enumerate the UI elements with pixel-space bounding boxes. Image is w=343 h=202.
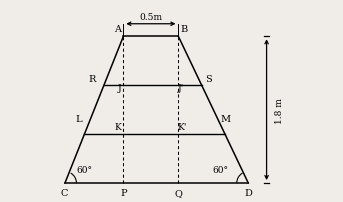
Text: J': J' [178, 83, 184, 92]
Text: J: J [118, 83, 122, 92]
Text: 0.5m: 0.5m [139, 13, 163, 22]
Text: 1.8 m: 1.8 m [275, 97, 284, 123]
Text: 60°: 60° [212, 165, 228, 174]
Text: 60°: 60° [76, 165, 92, 174]
Text: Q: Q [175, 188, 182, 197]
Text: A: A [114, 25, 121, 34]
Text: K': K' [177, 123, 187, 132]
Text: P: P [120, 188, 127, 197]
Text: S: S [205, 75, 212, 84]
Text: R: R [88, 75, 95, 84]
Text: D: D [245, 188, 253, 197]
Text: L: L [75, 114, 82, 123]
Text: B: B [180, 25, 187, 34]
Text: K: K [115, 123, 121, 132]
Text: C: C [60, 188, 68, 197]
Text: M: M [221, 114, 231, 123]
